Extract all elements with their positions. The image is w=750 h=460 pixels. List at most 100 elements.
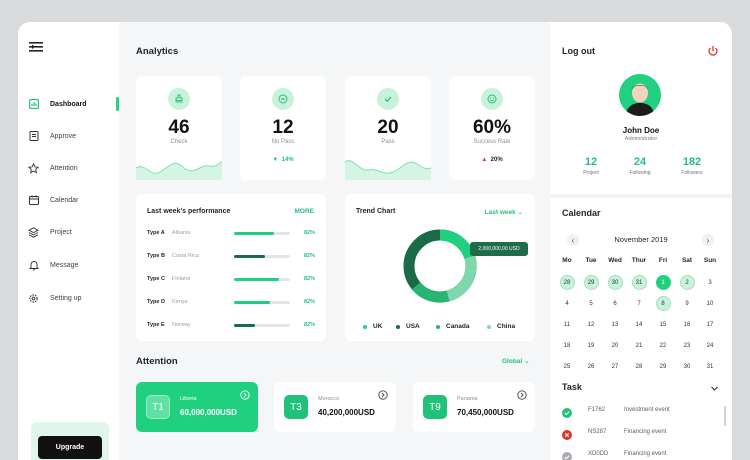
power-icon[interactable] <box>707 45 719 57</box>
calendar-day[interactable]: 3 <box>708 279 712 286</box>
calendar-day[interactable]: 23 <box>683 342 691 349</box>
calendar-day[interactable]: 28 <box>635 363 643 370</box>
attention-card-morocco[interactable]: T3 Morocco 40,200,000USD <box>274 382 396 432</box>
task-item[interactable]: F1762 Investment event <box>562 405 722 418</box>
day-of-week: Mo <box>562 257 572 264</box>
logout-link[interactable]: Log out <box>562 46 595 56</box>
legend-dot <box>487 324 491 329</box>
sidebar-item-approve[interactable]: Approve <box>18 128 119 144</box>
calendar-day[interactable]: 19 <box>587 342 595 349</box>
calendar-day[interactable]: 25 <box>563 363 571 370</box>
upgrade-button[interactable]: Upgrade <box>38 436 102 459</box>
menu-toggle-icon[interactable] <box>29 42 43 52</box>
calendar-day[interactable]: 9 <box>685 300 689 307</box>
user-avatar-icon <box>625 83 655 116</box>
calendar-day[interactable]: 6 <box>613 300 617 307</box>
divider <box>550 194 732 198</box>
calendar-day[interactable]: 27 <box>611 363 619 370</box>
calendar-day[interactable]: 15 <box>659 321 667 328</box>
layers-icon <box>28 226 39 238</box>
calendar-day[interactable]: 14 <box>635 321 643 328</box>
stat-project: 12 Project <box>566 156 616 176</box>
attention-amount: 60,000,000USD <box>180 408 237 417</box>
calendar-day[interactable]: 12 <box>587 321 595 328</box>
row-percent: 82% <box>303 253 315 259</box>
task-item[interactable]: NS287 Financing event <box>562 427 722 440</box>
calendar-day[interactable]: 24 <box>706 342 714 349</box>
sidebar-item-label: Approve <box>50 132 77 140</box>
calendar-day[interactable]: 29 <box>583 275 599 290</box>
stat-change-value: 14% <box>281 157 294 163</box>
attention-badge: T3 <box>284 395 308 419</box>
progress-track <box>234 324 290 327</box>
progress-fill <box>234 255 265 258</box>
sidebar-item-label: Message <box>50 261 79 269</box>
sidebar-item-attention[interactable]: Attention <box>18 160 119 176</box>
bell-icon <box>28 260 39 271</box>
calendar-day[interactable]: 10 <box>706 300 714 307</box>
arrow-right-circle-icon[interactable] <box>378 390 388 400</box>
arrow-right-circle-icon[interactable] <box>240 390 250 400</box>
calendar-day[interactable]: 20 <box>611 342 619 349</box>
day-of-week: Sun <box>703 257 717 264</box>
calendar-day[interactable]: 17 <box>706 321 714 328</box>
progress-fill <box>234 278 279 281</box>
stat-card-no-pass[interactable]: 12 No Pass ▼ 14% <box>240 76 326 180</box>
legend-dot <box>363 324 367 329</box>
stat-card-success-rate[interactable]: 60% Success Rate ▲ 20% <box>449 76 535 180</box>
calendar-day[interactable]: 13 <box>611 321 619 328</box>
period-label: Last week <box>484 209 516 216</box>
calendar-day[interactable]: 1 <box>655 275 671 290</box>
legend-item-uk: UK <box>363 323 382 330</box>
calendar-day[interactable]: 28 <box>559 275 575 290</box>
task-scrollbar[interactable] <box>724 406 726 426</box>
calendar-day[interactable]: 22 <box>659 342 667 349</box>
task-item[interactable]: XD0DD Financing event <box>562 449 722 460</box>
calendar-day[interactable]: 30 <box>607 275 623 290</box>
calendar-day[interactable]: 11 <box>563 321 571 328</box>
stat-label: Pass <box>381 139 395 145</box>
calendar-day[interactable]: 31 <box>631 275 647 290</box>
calendar-day[interactable]: 26 <box>587 363 595 370</box>
stat-card-check[interactable]: 46 Check <box>136 76 222 180</box>
calendar-day[interactable]: 29 <box>659 363 667 370</box>
global-dropdown[interactable]: Global ⌄ <box>502 357 530 365</box>
calendar-day[interactable]: 16 <box>683 321 691 328</box>
calendar-day[interactable]: 5 <box>589 300 593 307</box>
donut-segment-canada <box>411 282 450 303</box>
legend-dot <box>396 324 400 329</box>
stat-label: Success Rate <box>473 139 511 145</box>
stat-count: 182 <box>682 156 702 168</box>
attention-card-liberia[interactable]: T1 Liberia 60,000,000USD <box>136 382 258 432</box>
task-event: Investment event <box>624 407 670 413</box>
attention-card-panama[interactable]: T9 Panama 70,450,000USD <box>413 382 535 432</box>
period-dropdown[interactable]: Last week ⌄ <box>485 208 523 216</box>
row-percent: 82% <box>303 276 315 282</box>
legend-dot <box>436 324 440 329</box>
chevron-down-icon[interactable] <box>710 384 719 393</box>
calendar-day[interactable]: 7 <box>637 300 641 307</box>
sidebar-item-calendar[interactable]: Calendar <box>18 192 119 208</box>
stamp-icon <box>168 88 190 110</box>
sidebar-item-dashboard[interactable]: Dashboard <box>18 96 119 112</box>
calendar-day[interactable]: 4 <box>565 300 569 307</box>
sidebar-item-message[interactable]: Message <box>18 257 119 273</box>
task-code: F1762 <box>588 407 606 413</box>
calendar-day[interactable]: 30 <box>683 363 691 370</box>
chevron-left-icon[interactable]: ‹ <box>567 234 579 246</box>
arrow-right-circle-icon[interactable] <box>517 390 527 400</box>
stat-card-pass[interactable]: 20 Pass <box>345 76 431 180</box>
calendar-day[interactable]: 8 <box>655 296 671 311</box>
calendar-day[interactable]: 21 <box>635 342 643 349</box>
row-type: Type E <box>147 322 165 328</box>
chevron-right-icon[interactable]: › <box>702 234 714 246</box>
calendar-day[interactable]: 31 <box>706 363 714 370</box>
sidebar-item-project[interactable]: Project <box>18 224 119 240</box>
day-of-week: Sat <box>681 257 693 264</box>
sidebar-item-setting-up[interactable]: Setting up <box>18 290 119 306</box>
calendar-title: Calendar <box>562 208 601 218</box>
calendar-day[interactable]: 2 <box>679 275 695 290</box>
stat-change: ▲ 20% <box>449 157 535 163</box>
more-link[interactable]: MORE <box>294 208 315 215</box>
calendar-day[interactable]: 18 <box>563 342 571 349</box>
